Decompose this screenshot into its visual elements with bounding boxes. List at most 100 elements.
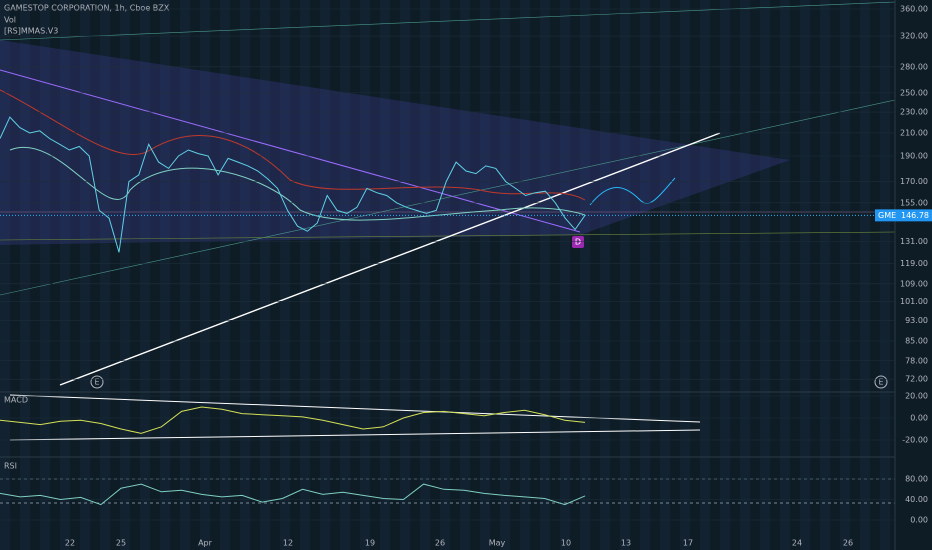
bg-stripe xyxy=(720,0,730,550)
y-tick-label: 101.00 xyxy=(900,297,928,306)
y-tick-label: 0.00 xyxy=(910,516,928,525)
price-tag-symbol: GME xyxy=(878,211,896,220)
bg-stripe xyxy=(420,0,430,550)
x-tick-label: Apr xyxy=(198,539,213,548)
bg-stripe xyxy=(580,0,590,550)
y-tick-label: 320.00 xyxy=(900,32,928,41)
macd-trendline xyxy=(9,394,701,423)
macd-label: MACD xyxy=(4,396,28,405)
moving-average xyxy=(9,147,586,221)
rsi-label: RSI xyxy=(4,462,17,471)
macd-trendline xyxy=(9,429,701,441)
bg-stripe xyxy=(880,0,890,550)
bg-stripe xyxy=(80,0,90,550)
bg-stripe xyxy=(360,0,370,550)
trendline xyxy=(0,69,581,233)
bg-stripe xyxy=(440,0,450,550)
bg-stripe xyxy=(100,0,110,550)
bg-stripe xyxy=(280,0,290,550)
bg-stripe xyxy=(220,0,230,550)
bg-stripe xyxy=(400,0,410,550)
y-tick-label: 40.00 xyxy=(905,495,928,504)
price-line xyxy=(0,116,586,253)
y-tick-label: 80.00 xyxy=(905,475,928,484)
bg-stripe xyxy=(160,0,170,550)
y-tick-label: 0.00 xyxy=(910,414,928,423)
x-tick-label: 17 xyxy=(683,539,693,548)
y-tick-label: 119.00 xyxy=(900,259,928,268)
bg-stripe xyxy=(800,0,810,550)
y-tick-label: 210.00 xyxy=(900,128,928,137)
bg-stripe xyxy=(560,0,570,550)
y-tick-label: 190.00 xyxy=(900,151,928,160)
triangle-pattern xyxy=(0,40,790,245)
y-tick-label: 85.00 xyxy=(905,336,928,345)
earnings-marker[interactable] xyxy=(90,375,104,389)
y-tick-label: 20.00 xyxy=(905,392,928,401)
bg-stripe xyxy=(20,0,30,550)
trendline xyxy=(59,132,721,386)
bg-stripe xyxy=(240,0,250,550)
bg-stripe xyxy=(480,0,490,550)
y-tick-label: -20.00 xyxy=(902,436,928,445)
bg-stripe xyxy=(700,0,710,550)
dividend-text: D xyxy=(575,238,581,247)
y-tick-label: 230.00 xyxy=(900,108,928,117)
y-tick-label: 93.00 xyxy=(905,316,928,325)
channel-line xyxy=(0,99,896,296)
bg-stripe xyxy=(860,0,870,550)
y-tick-label: 155.00 xyxy=(900,198,928,207)
bg-stripe xyxy=(340,0,350,550)
bg-stripe xyxy=(660,0,670,550)
bg-stripe xyxy=(840,0,850,550)
bg-stripe xyxy=(620,0,630,550)
bg-stripe xyxy=(460,0,470,550)
bg-stripe xyxy=(60,0,70,550)
bg-stripe xyxy=(680,0,690,550)
bg-stripe xyxy=(740,0,750,550)
bg-stripe xyxy=(640,0,650,550)
bg-stripe xyxy=(180,0,190,550)
x-tick-label: 26 xyxy=(843,539,853,548)
y-tick-label: 250.00 xyxy=(900,88,928,97)
dividend-marker[interactable] xyxy=(572,236,584,248)
bg-stripe xyxy=(760,0,770,550)
y-tick-label: 109.00 xyxy=(900,279,928,288)
y-tick-label: 360.00 xyxy=(900,5,928,14)
support-line xyxy=(0,231,896,241)
x-tick-label: 25 xyxy=(116,539,126,548)
bg-stripe xyxy=(820,0,830,550)
earnings-text: E xyxy=(94,378,99,387)
y-tick-label: 170.00 xyxy=(900,177,928,186)
bg-stripe xyxy=(600,0,610,550)
bg-stripe xyxy=(40,0,50,550)
bg-stripe xyxy=(500,0,510,550)
moving-average xyxy=(0,89,586,201)
x-tick-label: 19 xyxy=(365,539,375,548)
x-tick-label: 24 xyxy=(792,539,802,548)
y-tick-label: 280.00 xyxy=(900,62,928,71)
x-tick-label: 26 xyxy=(435,539,445,548)
x-tick-label: 13 xyxy=(621,539,631,548)
price-tag-value: 146.78 xyxy=(901,211,929,220)
bg-stripe xyxy=(200,0,210,550)
y-tick-label: 78.00 xyxy=(905,356,928,365)
rsi-line xyxy=(0,483,586,506)
price-tag xyxy=(875,209,932,222)
y-tick-label: 131.00 xyxy=(900,237,928,246)
bg-stripe xyxy=(120,0,130,550)
y-tick-label: 72.00 xyxy=(905,375,928,384)
projection-arrow xyxy=(589,177,676,206)
x-tick-label: 12 xyxy=(283,539,293,548)
x-tick-label: 10 xyxy=(561,539,571,548)
x-tick-label: 22 xyxy=(65,539,75,548)
x-tick-label: May xyxy=(489,539,506,548)
title: GAMESTOP CORPORATION, 1h, Cboe BZX xyxy=(4,4,170,13)
bg-stripe xyxy=(520,0,530,550)
bg-stripe xyxy=(380,0,390,550)
bg-stripe xyxy=(780,0,790,550)
earnings-marker[interactable] xyxy=(874,375,888,389)
bg-stripe xyxy=(540,0,550,550)
earnings-text: E xyxy=(878,378,883,387)
